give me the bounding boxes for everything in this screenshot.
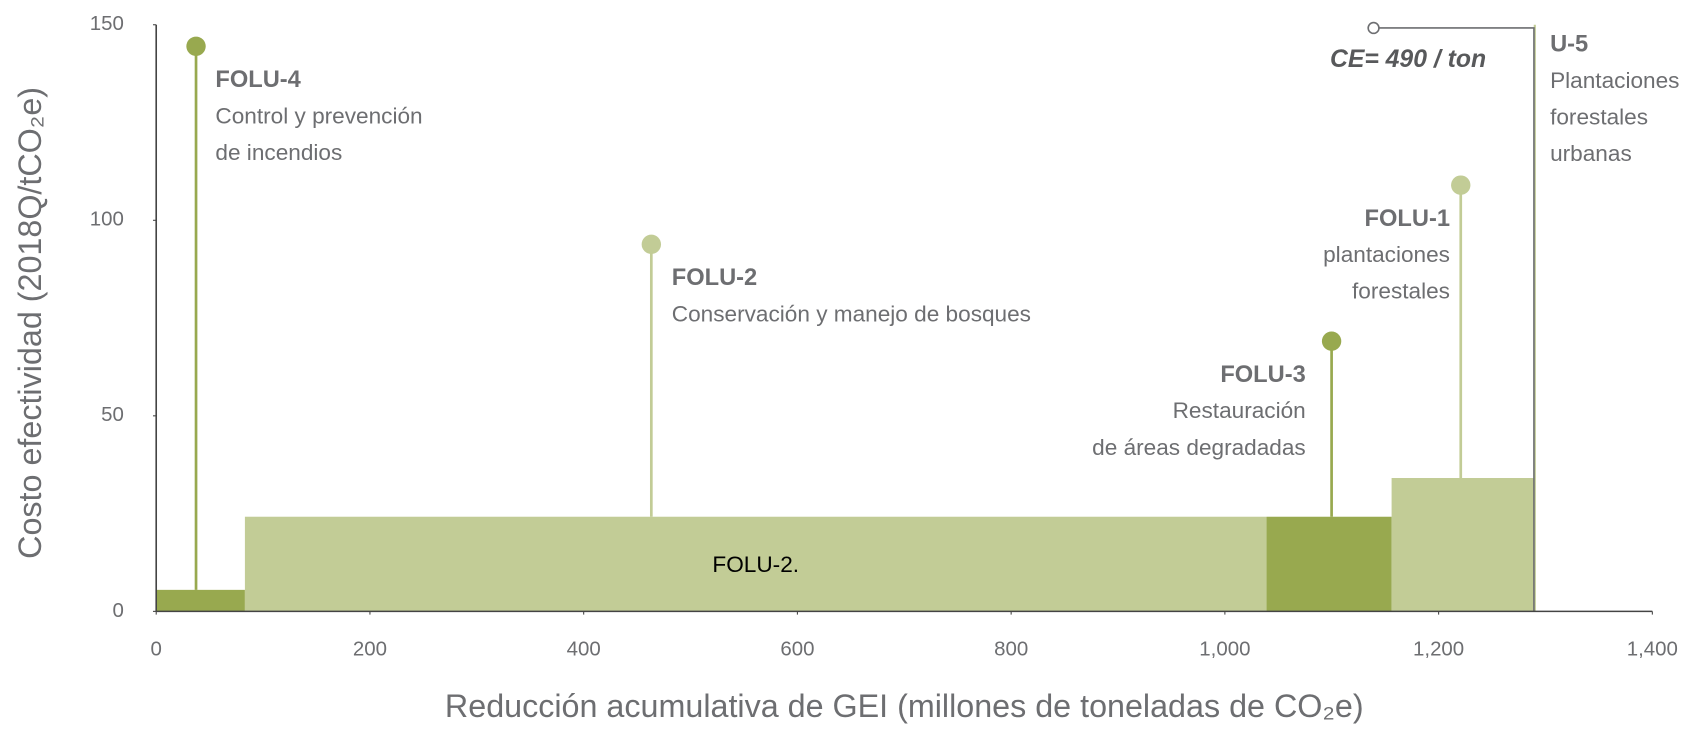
bar (1266, 516, 1392, 612)
callout-dot (1367, 21, 1380, 35)
y-tick-label: 50 (101, 403, 124, 426)
category-desc: Control y prevención (215, 103, 422, 128)
category-desc: Conservación y manejo de bosques (672, 301, 1031, 326)
category-desc: forestales (1550, 104, 1648, 129)
callout-dot (1451, 175, 1471, 195)
y-tick-label: 100 (90, 208, 124, 231)
x-tick-label: 400 (567, 638, 601, 661)
category-desc: forestales (1352, 279, 1450, 304)
category-desc: Restauración (1173, 398, 1306, 423)
bar-annotation: FOLU-2. (712, 552, 799, 577)
x-axis-title: Reducción acumulativa de GEI (millones d… (445, 688, 1364, 724)
callout-dot (641, 234, 662, 255)
x-tick-label: 200 (353, 638, 387, 661)
x-tick-label: 0 (151, 638, 162, 661)
callout-line (1377, 27, 1535, 612)
y-tick-label: 150 (90, 12, 124, 35)
x-tick-label: 600 (780, 638, 814, 661)
y-tick-label: 0 (113, 599, 124, 622)
x-tick-label: 1,200 (1413, 638, 1464, 661)
bar (244, 516, 1267, 612)
category-code: FOLU-2 (672, 265, 757, 291)
x-tick-label: 1,000 (1199, 638, 1250, 661)
y-axis-title: Costo efectividad (2018Q/tCO₂e) (12, 87, 48, 559)
bar (1391, 478, 1534, 612)
callout-dot (186, 36, 206, 56)
category-desc: de incendios (215, 140, 342, 165)
category-code: FOLU-3 (1220, 362, 1305, 388)
category-code: FOLU-1 (1365, 206, 1450, 232)
category-code: U-5 (1550, 31, 1588, 57)
category-desc: de áreas degradadas (1092, 435, 1306, 460)
bar (156, 589, 245, 612)
category-code: FOLU-4 (215, 67, 301, 93)
value-label: CE= 490 / ton (1330, 46, 1486, 73)
category-desc: Plantaciones (1550, 68, 1679, 93)
x-tick-label: 800 (994, 638, 1028, 661)
category-desc: urbanas (1550, 141, 1632, 166)
callout-dot (1321, 331, 1342, 351)
bar (1533, 24, 1536, 612)
x-tick-label: 1,400 (1627, 638, 1678, 661)
category-desc: plantaciones (1323, 242, 1450, 267)
